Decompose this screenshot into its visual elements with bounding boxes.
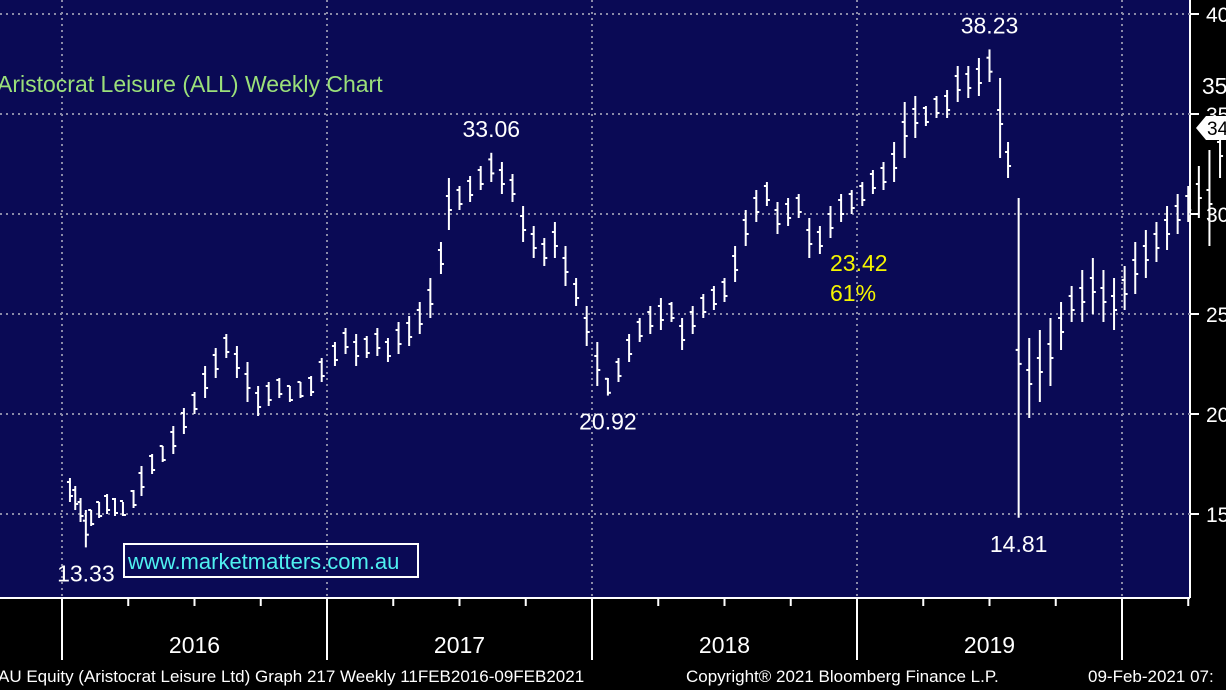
x-tick-label: 2017 (434, 632, 485, 658)
drop-percent-label: 61% (830, 280, 876, 306)
last-price-label: 34 (1207, 119, 1226, 140)
price-annotation: 38.23 (961, 12, 1019, 38)
price-annotation: 20.92 (579, 409, 637, 435)
x-axis-ticks: 201620172018201920202021 (61, 598, 1190, 660)
y-tick-label: 25 (1206, 304, 1226, 327)
x-tick-label: 2016 (169, 632, 220, 658)
x-axis-panel (0, 598, 1226, 690)
price-bars (66, 49, 1224, 548)
x-tick-label: 2018 (699, 632, 750, 658)
drop-value-label: 23.42 (830, 250, 888, 276)
last-price-marker: 34 (1196, 116, 1226, 140)
grid-lines (0, 0, 1190, 598)
price-annotation: 35.21 (1202, 73, 1226, 99)
chart-title: Aristocrat Leisure (ALL) Weekly Chart (0, 71, 383, 97)
price-annotation: 14.81 (990, 531, 1048, 557)
y-axis-panel (1190, 0, 1226, 598)
footer-right: 09-Feb-2021 07: (1088, 667, 1214, 686)
y-tick-label: 30 (1206, 204, 1226, 227)
plot-background (0, 0, 1190, 598)
watermark-text: www.marketmatters.com.au (127, 549, 399, 574)
y-tick-label: 20 (1206, 404, 1226, 427)
y-tick-label: 40 (1206, 4, 1226, 27)
watermark-box: www.marketmatters.com.au (123, 543, 419, 578)
price-annotation: 13.33 (57, 560, 115, 586)
y-tick-label: 15 (1206, 504, 1226, 527)
x-tick-label: 2019 (964, 632, 1015, 658)
price-annotation: 33.06 (463, 116, 521, 142)
footer-center: Copyright® 2021 Bloomberg Finance L.P. (686, 667, 999, 686)
footer-left: AU Equity (Aristocrat Leisure Ltd) Graph… (0, 667, 584, 686)
